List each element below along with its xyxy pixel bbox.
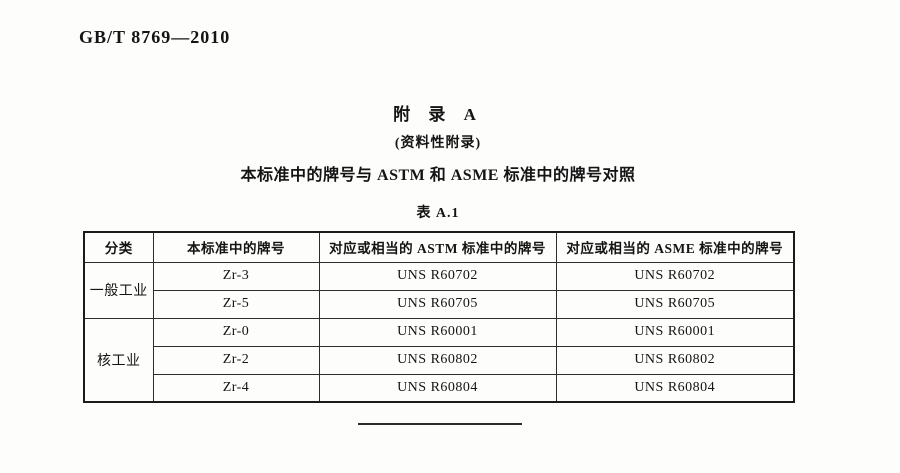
grade-cell: Zr-3 bbox=[152, 261, 320, 291]
appendix-description: 本标准中的牌号与 ASTM 和 ASME 标准中的牌号对照 bbox=[240, 167, 636, 184]
asme-grade-cell: UNS R60702 bbox=[555, 261, 795, 291]
astm-grade-cell: UNS R60702 bbox=[318, 261, 557, 291]
asme-grade-cell: UNS R60001 bbox=[555, 317, 795, 347]
asme-grade-cell: UNS R60804 bbox=[555, 373, 795, 403]
appendix-content: 附 录 A (资料性附录) 本标准中的牌号与 ASTM 和 ASME 标准中的牌… bbox=[83, 100, 795, 403]
grade-cell: Zr-2 bbox=[152, 345, 320, 375]
column-header-this-standard: 本标准中的牌号 bbox=[152, 231, 320, 263]
grade-comparison-table: 分类 本标准中的牌号 对应或相当的 ASTM 标准中的牌号 对应或相当的 ASM… bbox=[83, 231, 795, 403]
standard-number: GB/T 8769—2010 bbox=[79, 27, 231, 47]
table-row: Zr-5 UNS R60705 UNS R60705 bbox=[84, 289, 795, 319]
table-header-row: 分类 本标准中的牌号 对应或相当的 ASTM 标准中的牌号 对应或相当的 ASM… bbox=[83, 231, 795, 263]
appendix-title: 附 录 A bbox=[393, 105, 483, 124]
grade-cell: Zr-4 bbox=[152, 373, 320, 403]
astm-grade-cell: UNS R60802 bbox=[318, 345, 557, 375]
astm-grade-cell: UNS R60705 bbox=[318, 289, 557, 319]
appendix-subtitle: (资料性附录) bbox=[394, 136, 482, 151]
grade-cell: Zr-0 bbox=[152, 317, 320, 347]
table-row: 核工业 Zr-0 UNS R60001 UNS R60001 bbox=[83, 317, 795, 403]
column-header-astm: 对应或相当的 ASTM 标准中的牌号 bbox=[318, 231, 557, 263]
astm-grade-cell: UNS R60804 bbox=[318, 373, 557, 403]
end-of-document-rule bbox=[358, 423, 522, 425]
table-row: Zr-2 UNS R60802 UNS R60802 bbox=[84, 345, 795, 375]
asme-grade-cell: UNS R60705 bbox=[555, 289, 795, 319]
asme-grade-cell: UNS R60802 bbox=[555, 345, 795, 375]
category-cell-nuclear-industry: 核工业 bbox=[83, 317, 154, 403]
table-row: Zr-4 UNS R60804 UNS R60804 bbox=[84, 373, 795, 403]
column-header-category: 分类 bbox=[83, 231, 154, 263]
grade-cell: Zr-5 bbox=[152, 289, 320, 319]
column-header-asme: 对应或相当的 ASME 标准中的牌号 bbox=[555, 231, 795, 263]
category-cell-general-industry: 一般工业 bbox=[83, 261, 154, 319]
astm-grade-cell: UNS R60001 bbox=[318, 317, 557, 347]
table-row: 一般工业 Zr-3 UNS R60702 UNS R60702 bbox=[83, 261, 795, 319]
table-caption: 表 A.1 bbox=[416, 206, 460, 221]
